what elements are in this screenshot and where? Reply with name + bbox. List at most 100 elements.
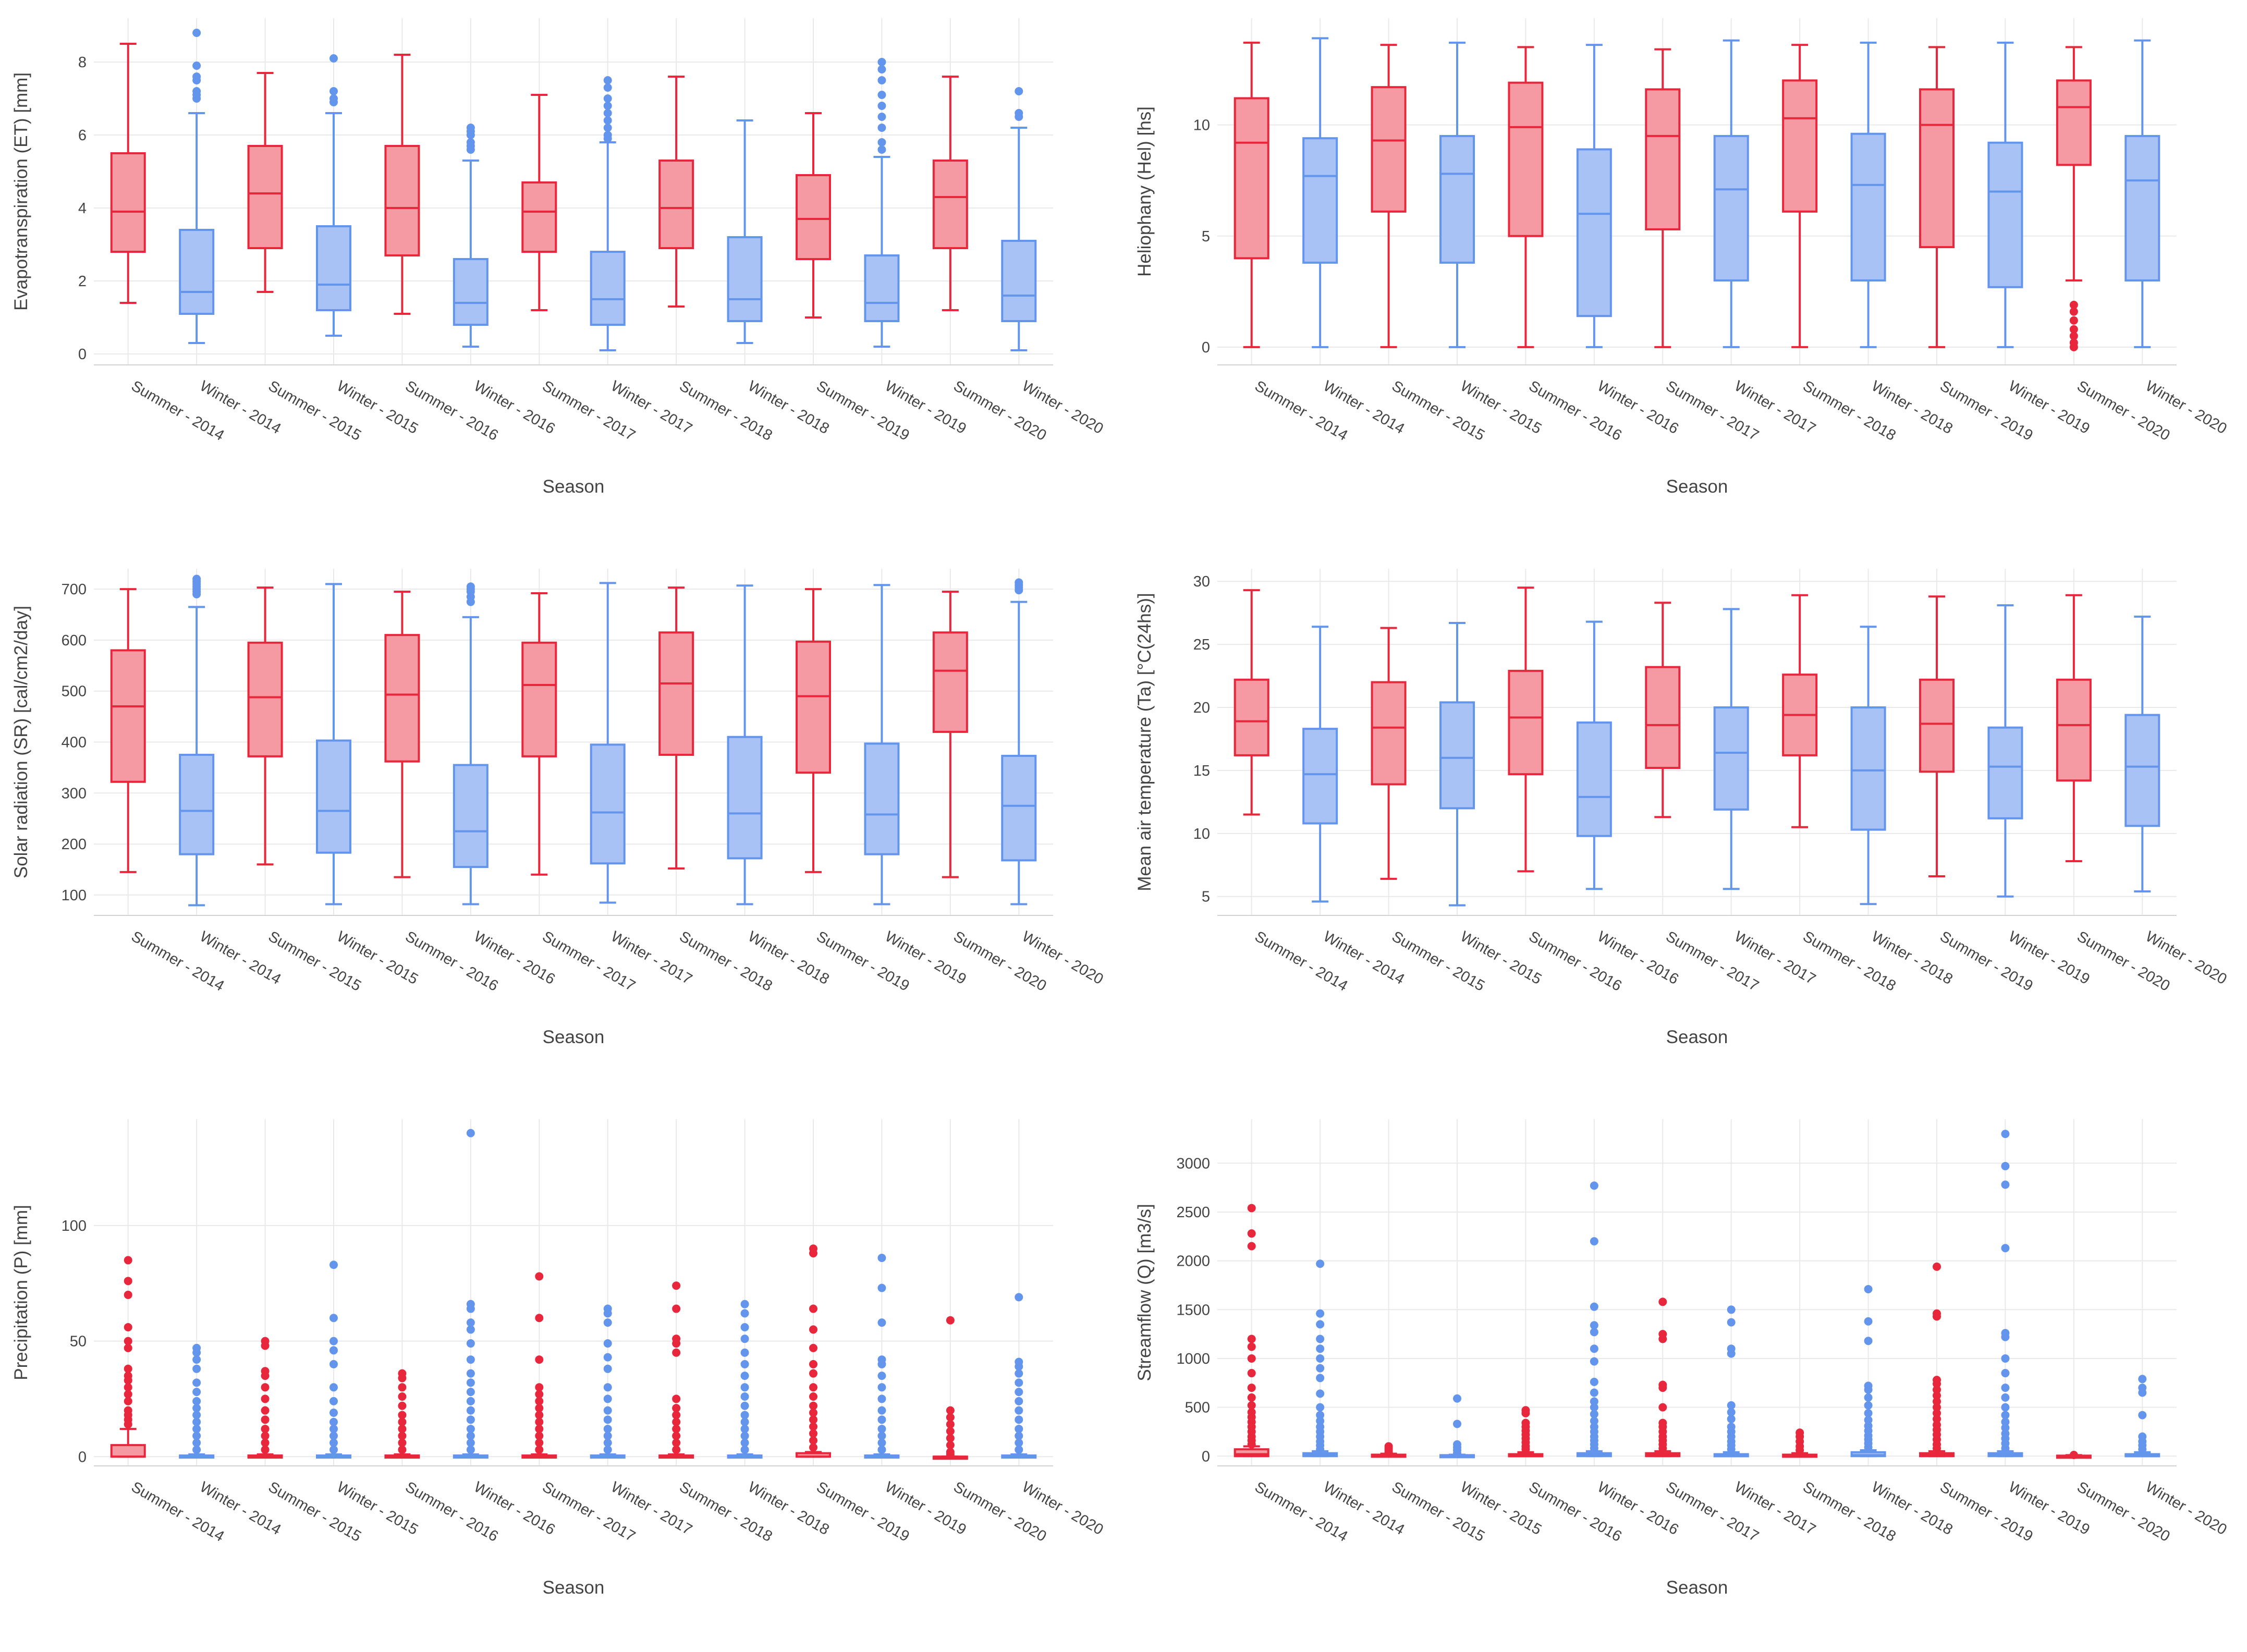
outlier-point[interactable] [1453,1420,1461,1428]
box-iqr[interactable] [932,631,968,733]
outlier-point[interactable] [2001,1354,2010,1363]
outlier-point[interactable] [1453,1440,1461,1449]
outlier-point[interactable] [329,1346,338,1355]
outlier-point[interactable] [1247,1408,1256,1416]
outlier-point[interactable] [1316,1309,1325,1318]
outlier-point[interactable] [877,1394,886,1403]
outlier-point[interactable] [672,1431,681,1440]
outlier-point[interactable] [2001,1384,2010,1392]
box-iqr[interactable] [1645,88,1681,230]
box-iqr[interactable] [1576,148,1612,317]
box-iqr[interactable] [521,641,557,757]
outlier-point[interactable] [124,1397,132,1405]
outlier-point[interactable] [2001,1411,2010,1420]
outlier-point[interactable] [1864,1409,1873,1417]
outlier-point[interactable] [192,72,201,81]
outlier-point[interactable] [1727,1305,1736,1314]
box-iqr[interactable] [1234,678,1269,756]
outlier-point[interactable] [603,1364,612,1373]
outlier-point[interactable] [2069,325,2078,334]
outlier-point[interactable] [1015,109,1023,117]
outlier-point[interactable] [2069,338,2078,347]
outlier-point[interactable] [466,1431,475,1440]
outlier-point[interactable] [124,1277,132,1286]
outlier-point[interactable] [877,91,886,99]
outlier-point[interactable] [603,124,612,132]
outlier-point[interactable] [2069,316,2078,325]
outlier-point[interactable] [672,1304,681,1313]
outlier-point[interactable] [466,1129,475,1137]
outlier-point[interactable] [192,1355,201,1364]
outlier-point[interactable] [466,1415,475,1424]
outlier-point[interactable] [877,1283,886,1292]
outlier-point[interactable] [535,1425,544,1434]
outlier-point[interactable] [740,1309,749,1318]
outlier-point[interactable] [1864,1401,1873,1410]
outlier-point[interactable] [877,1445,886,1454]
outlier-point[interactable] [946,1448,955,1457]
box-iqr[interactable] [727,236,763,322]
outlier-point[interactable] [192,1425,201,1434]
box-iqr[interactable] [247,145,283,249]
outlier-point[interactable] [261,1445,270,1454]
box-iqr[interactable] [1850,706,1886,831]
box-iqr[interactable] [2056,678,2092,782]
outlier-point[interactable] [535,1390,544,1399]
outlier-point[interactable] [1727,1423,1736,1431]
outlier-point[interactable] [398,1445,407,1454]
outlier-point[interactable] [1015,1357,1023,1366]
outlier-point[interactable] [946,1413,955,1422]
outlier-point[interactable] [466,1339,475,1348]
box-iqr[interactable] [110,1444,146,1458]
outlier-point[interactable] [466,1378,475,1387]
outlier-point[interactable] [1864,1381,1873,1390]
outlier-point[interactable] [1247,1401,1256,1410]
box-iqr[interactable] [1439,134,1475,264]
box-iqr[interactable] [110,649,146,783]
outlier-point[interactable] [192,1388,201,1397]
box-iqr[interactable] [179,229,215,315]
outlier-point[interactable] [124,1364,132,1373]
outlier-point[interactable] [809,1415,817,1424]
outlier-point[interactable] [192,1445,201,1454]
outlier-point[interactable] [124,1290,132,1299]
outlier-point[interactable] [1316,1335,1325,1343]
outlier-point[interactable] [192,1397,201,1405]
box-iqr[interactable] [453,764,489,868]
outlier-point[interactable] [124,1383,132,1392]
outlier-point[interactable] [1727,1401,1736,1410]
outlier-point[interactable] [2001,1180,2010,1189]
outlier-point[interactable] [535,1445,544,1454]
outlier-point[interactable] [398,1411,407,1420]
outlier-point[interactable] [740,1300,749,1308]
outlier-point[interactable] [740,1323,749,1331]
outlier-point[interactable] [466,1325,475,1334]
outlier-point[interactable] [603,1304,612,1313]
outlier-point[interactable] [603,109,612,117]
outlier-point[interactable] [1590,1302,1598,1311]
outlier-point[interactable] [740,1360,749,1368]
outlier-point[interactable] [1590,1423,1598,1431]
outlier-point[interactable] [603,1339,612,1348]
outlier-point[interactable] [946,1406,955,1415]
box-iqr[interactable] [796,640,831,774]
outlier-point[interactable] [1590,1388,1598,1397]
outlier-point[interactable] [329,87,338,95]
outlier-point[interactable] [2001,1403,2010,1412]
outlier-point[interactable] [603,94,612,103]
outlier-point[interactable] [672,1281,681,1290]
outlier-point[interactable] [398,1392,407,1401]
outlier-point[interactable] [1727,1344,1736,1353]
outlier-point[interactable] [329,1261,338,1269]
outlier-point[interactable] [1590,1344,1598,1353]
outlier-point[interactable] [398,1417,407,1426]
outlier-point[interactable] [740,1431,749,1440]
outlier-point[interactable] [1015,1438,1023,1447]
outlier-point[interactable] [192,87,201,95]
outlier-point[interactable] [809,1436,817,1445]
outlier-point[interactable] [261,1406,270,1415]
outlier-point[interactable] [192,1378,201,1387]
outlier-point[interactable] [1590,1357,1598,1366]
box-iqr[interactable] [1987,141,2023,288]
box-iqr[interactable] [1371,86,1407,213]
